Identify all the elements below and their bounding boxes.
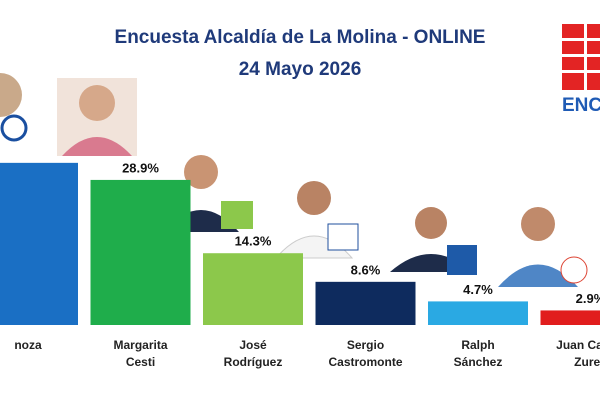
party-logo bbox=[447, 245, 477, 275]
photos bbox=[0, 73, 588, 287]
x-tick-label: Castromonte bbox=[328, 355, 402, 369]
logo-stripe bbox=[562, 70, 600, 73]
value-label: 4.7% bbox=[463, 282, 493, 297]
party-logo bbox=[221, 201, 253, 229]
bar bbox=[0, 162, 78, 325]
value-label: 14.3% bbox=[235, 234, 272, 249]
photo-body bbox=[498, 264, 578, 287]
photo bbox=[0, 73, 22, 117]
photo-face bbox=[521, 207, 555, 241]
photo-face bbox=[79, 85, 115, 121]
party-logo bbox=[327, 223, 359, 251]
party-logo bbox=[560, 256, 588, 284]
photo-face bbox=[184, 155, 218, 189]
x-tick-label: noza bbox=[14, 338, 42, 352]
logo-stripe bbox=[584, 24, 587, 90]
x-tick-label: Cesti bbox=[126, 355, 155, 369]
photo-body bbox=[62, 137, 132, 156]
logo: ENC bbox=[562, 24, 600, 116]
x-tick-label: Margarita bbox=[113, 338, 167, 352]
bar bbox=[90, 179, 191, 325]
photo-face bbox=[297, 181, 331, 215]
logo-stripe bbox=[562, 38, 600, 41]
x-tick-label: Zurek bbox=[574, 355, 600, 369]
photo-face bbox=[415, 207, 447, 239]
x-tick-label: Sergio bbox=[347, 338, 384, 352]
chart-title: Encuesta Alcaldía de La Molina - ONLINE bbox=[115, 27, 486, 48]
value-label: 8.6% bbox=[351, 262, 381, 277]
x-tick-label: Rodríguez bbox=[224, 355, 283, 369]
x-tick-label: Sánchez bbox=[454, 355, 503, 369]
bar bbox=[315, 281, 416, 325]
logo-stripe bbox=[562, 54, 600, 57]
value-label: 28.9% bbox=[122, 160, 159, 175]
x-tick-label: Juan Carlos bbox=[556, 338, 600, 352]
x-tick-label: José bbox=[239, 338, 267, 352]
chart-subtitle: 24 Mayo 2026 bbox=[239, 59, 362, 80]
x-tick-label: Ralph bbox=[461, 338, 494, 352]
bar bbox=[540, 310, 600, 325]
party-logo bbox=[0, 114, 28, 142]
bar bbox=[428, 301, 528, 325]
logo-text: ENC bbox=[562, 95, 600, 116]
bar bbox=[203, 253, 303, 325]
value-label: 2.9% bbox=[576, 291, 600, 306]
